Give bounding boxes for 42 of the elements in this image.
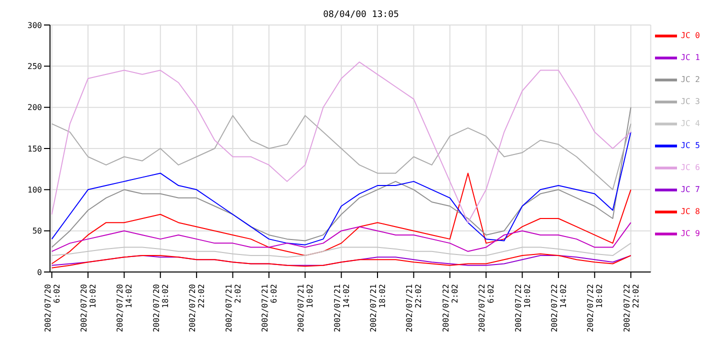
legend-label: JC 6 xyxy=(680,163,700,172)
y-tick-label: 100 xyxy=(28,186,42,195)
x-tick-label: 2002/07/20 18:02 xyxy=(152,284,170,332)
y-tick-label: 250 xyxy=(28,62,42,72)
y-tick-label: 50 xyxy=(32,226,42,236)
legend-label: JC 8 xyxy=(680,207,700,216)
x-tick-label: 2002/07/21 6:02 xyxy=(260,284,278,332)
y-tick-label: 150 xyxy=(28,144,42,154)
x-tick-label: 2002/07/21 18:02 xyxy=(369,284,388,332)
x-tick-label: 2002/07/20 22:02 xyxy=(188,284,206,332)
x-tick-label: 2002/07/22 2:02 xyxy=(441,284,460,332)
x-tick-label: 2002/07/21 22:02 xyxy=(405,284,424,332)
legend-label: JC 3 xyxy=(680,97,700,106)
line-series xyxy=(51,62,632,224)
x-tick-label: 2002/07/22 18:02 xyxy=(586,284,604,332)
x-tick-label: 2002/07/22 22:02 xyxy=(622,284,640,332)
line-series xyxy=(51,242,632,258)
x-tick-label: 2002/07/22 10:02 xyxy=(514,284,532,332)
legend-label: JC 7 xyxy=(680,185,700,194)
x-tick-label: 2002/07/20 10:02 xyxy=(80,284,98,332)
x-tick-label: 2002/07/20 14:02 xyxy=(116,284,134,332)
x-tick-label: 2002/07/20 6:02 xyxy=(43,284,62,332)
line-series xyxy=(51,172,632,264)
legend-label: JC 5 xyxy=(680,141,700,150)
line-series xyxy=(51,222,632,252)
y-tick-label: 300 xyxy=(28,20,42,30)
legend-label: JC 2 xyxy=(680,75,700,84)
line-series xyxy=(51,132,632,246)
legend-label: JC 0 xyxy=(680,31,700,40)
line-series xyxy=(51,115,632,190)
y-tick-label: 200 xyxy=(28,103,42,112)
x-tick-label: 2002/07/21 14:02 xyxy=(332,284,351,332)
legend-label: JC 9 xyxy=(680,229,700,238)
x-tick-label: 2002/07/21 2:02 xyxy=(224,284,242,332)
legend-label: JC 1 xyxy=(680,53,700,62)
x-tick-label: 2002/07/22 14:02 xyxy=(550,284,568,332)
chart-title: 08/04/00 13:05 xyxy=(322,10,400,20)
y-tick-label: 0 xyxy=(37,268,42,277)
line-series xyxy=(51,106,632,248)
x-tick-label: 2002/07/21 10:02 xyxy=(296,284,315,332)
x-tick-label: 2002/07/22 6:02 xyxy=(478,284,496,332)
legend-label: JC 4 xyxy=(680,119,700,128)
